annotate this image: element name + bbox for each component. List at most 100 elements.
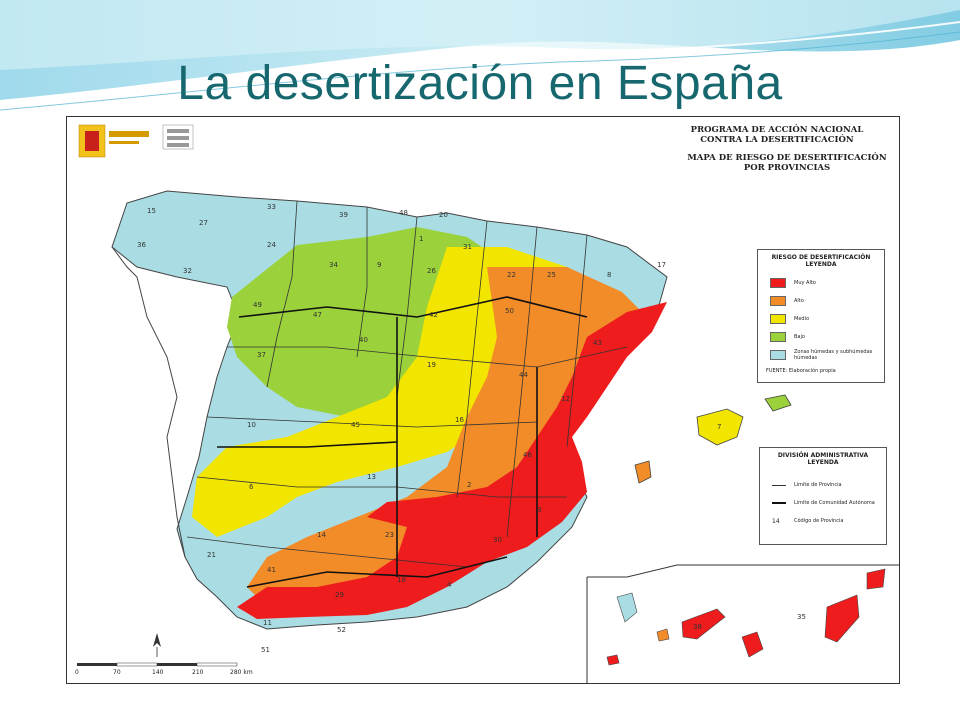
division-legend-title-line-2: LEYENDA (807, 459, 839, 466)
province-code-27: 27 (199, 219, 208, 227)
province-code-12: 12 (561, 395, 570, 403)
province-code-25: 25 (547, 271, 556, 279)
province-code-26: 26 (427, 267, 436, 275)
province-code-1: 1 (419, 235, 423, 243)
province-code-44: 44 (519, 371, 528, 379)
balearic-mallorca (696, 408, 744, 446)
map-heading-line-1: PROGRAMA DE ACCIÓN NACIONAL (690, 125, 864, 135)
swatch-humedo (770, 350, 786, 360)
risk-legend: RIESGO DE DESERTIFICACIÓN LEYENDA Muy Al… (757, 249, 885, 383)
legend-item-humedo: Zonas húmedas y subhúmedas húmedas (770, 349, 880, 361)
swatch-bajo (770, 332, 786, 342)
risk-legend-title-line-1: RIESGO DE DESERTIFICACIÓN (771, 254, 871, 261)
province-code-43: 43 (593, 339, 602, 347)
legend-item-province-code: 14 Código de Provincia (772, 516, 843, 526)
legend-item-bajo: Bajo (770, 332, 805, 342)
scale-tick-70: 70 (113, 669, 121, 676)
province-code-37: 37 (257, 351, 266, 359)
legend-item-medio: Medio (770, 314, 809, 324)
balearic-ibiza (634, 460, 652, 484)
province-code-42: 42 (429, 311, 438, 319)
province-code-9: 9 (377, 261, 381, 269)
province-code-32: 32 (183, 267, 192, 275)
province-code-49: 49 (253, 301, 262, 309)
swatch-muy-alto (770, 278, 786, 288)
province-code-symbol: 14 (772, 517, 780, 525)
province-code-51: 51 (261, 646, 270, 654)
header-wave-decoration (0, 0, 960, 111)
balearic-menorca (764, 394, 792, 412)
province-code-8: 8 (607, 271, 611, 279)
division-legend-title: DIVISIÓN ADMINISTRATIVA LEYENDA (760, 452, 886, 466)
province-code-14: 14 (317, 531, 326, 539)
legend-label-province-limit: Límite de Provincia (794, 482, 842, 488)
province-code-30: 30 (493, 536, 502, 544)
province-code-48: 48 (399, 209, 408, 217)
legend-label-bajo: Bajo (794, 334, 805, 340)
province-code-24: 24 (267, 241, 276, 249)
swatch-alto (770, 296, 786, 306)
legend-item-muy-alto: Muy Alto (770, 278, 816, 288)
province-code-46: 46 (523, 451, 532, 459)
map-heading: PROGRAMA DE ACCIÓN NACIONAL CONTRA LA DE… (677, 125, 877, 145)
province-code-47: 47 (313, 311, 322, 319)
province-code-45: 45 (351, 421, 360, 429)
province-code-31: 31 (463, 243, 472, 251)
scale-tick-280: 280 km (230, 669, 253, 676)
scale-bar (77, 662, 238, 667)
province-code-34: 34 (329, 261, 338, 269)
zone-muy-alto (237, 302, 667, 619)
map-heading-line-2: CONTRA LA DESERTIFICACIÓN (700, 135, 854, 145)
province-borders (186, 200, 628, 568)
province-code-22: 22 (507, 271, 516, 279)
province-code-33: 33 (267, 203, 276, 211)
province-code-29: 29 (335, 591, 344, 599)
legend-item-province-limit: Límite de Provincia (772, 480, 842, 490)
north-arrow-icon (153, 633, 161, 657)
province-code-39: 39 (339, 211, 348, 219)
legend-label-muy-alto: Muy Alto (794, 280, 816, 286)
legend-item-community-limit: Límite de Comunidad Autónoma (772, 498, 875, 508)
province-code-21: 21 (207, 551, 216, 559)
legend-label-medio: Medio (794, 316, 810, 322)
map-subheading: MAPA DE RIESGO DE DESERTIFICACIÓN POR PR… (677, 153, 897, 173)
province-code-41: 41 (267, 566, 276, 574)
canary-islands-inset (586, 564, 899, 683)
province-code-18: 18 (397, 576, 406, 584)
province-code-52: 52 (337, 626, 346, 634)
province-code-6: 6 (249, 483, 254, 491)
province-code-40: 40 (359, 336, 368, 344)
province-code-3: 3 (537, 506, 541, 514)
scale-tick-210: 210 (192, 669, 204, 676)
slide-title: La desertización en España (177, 57, 783, 110)
province-code-11: 11 (263, 619, 272, 627)
community-borders (217, 296, 588, 588)
map-subheading-line-1: MAPA DE RIESGO DE DESERTIFICACIÓN (687, 153, 887, 163)
legend-item-alto: Alto (770, 296, 804, 306)
scale-tick-140: 140 (152, 669, 164, 676)
zone-alto (247, 267, 647, 607)
province-code-15: 15 (147, 207, 156, 215)
swatch-medio (770, 314, 786, 324)
scale-tick-0: 0 (75, 669, 79, 676)
legend-label-alto: Alto (794, 298, 804, 304)
province-code-16: 16 (455, 416, 464, 424)
province-code-13: 13 (367, 473, 376, 481)
province-code-7: 7 (717, 423, 721, 431)
map-subheading-line-2: POR PROVINCIAS (743, 163, 831, 173)
portugal-border (111, 246, 186, 558)
division-legend-title-line-1: DIVISIÓN ADMINISTRATIVA (777, 452, 869, 459)
province-code-20: 20 (439, 211, 448, 219)
province-code-4: 4 (447, 581, 452, 589)
province-code-10: 10 (247, 421, 256, 429)
province-code-2: 2 (467, 481, 471, 489)
province-code-19: 19 (427, 361, 436, 369)
province-code-17: 17 (657, 261, 666, 269)
zone-medio (192, 247, 587, 537)
risk-legend-title-line-2: LEYENDA (805, 261, 837, 268)
risk-legend-title: RIESGO DE DESERTIFICACIÓN LEYENDA (758, 254, 884, 268)
community-limit-line-icon (772, 502, 786, 504)
province-limit-line-icon (772, 484, 786, 486)
